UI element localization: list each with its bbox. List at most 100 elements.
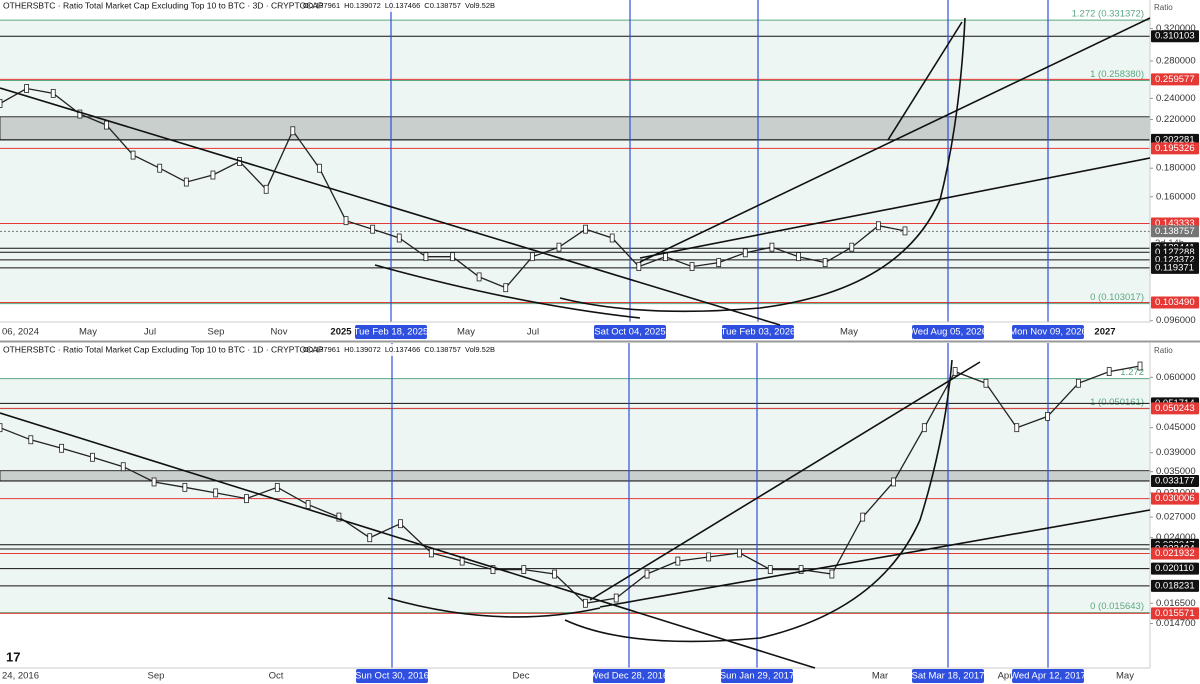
y-tick-label: 0.035000 <box>1156 466 1196 477</box>
candle <box>263 184 269 194</box>
price-tag-label: 0.030006 <box>1155 493 1195 504</box>
candle <box>902 226 908 236</box>
candle <box>798 565 804 575</box>
candle <box>120 462 126 472</box>
candle <box>737 548 742 558</box>
ohlc-value: H0.139072 <box>344 345 381 354</box>
y-tick-label: 0.240000 <box>1156 93 1196 104</box>
date-marker-box <box>594 325 666 339</box>
time-axis <box>0 668 1150 684</box>
candle <box>829 569 835 579</box>
candle <box>636 262 642 271</box>
price-tag-label: 0.020110 <box>1155 563 1194 574</box>
trendline <box>0 87 781 326</box>
date-marker-box <box>355 325 427 339</box>
candle <box>583 598 588 608</box>
candle <box>157 163 163 173</box>
price-tag-label: 0.195326 <box>1155 143 1195 154</box>
price-tag-label: 0.202281 <box>1155 134 1195 145</box>
date-marker-box <box>722 325 794 339</box>
header-bg <box>0 0 520 12</box>
y-tick-label: 0.027000 <box>1156 512 1196 523</box>
price-tag <box>1151 475 1199 488</box>
candle <box>396 233 402 243</box>
arc <box>564 359 953 643</box>
candle <box>90 452 95 462</box>
x-tick-label: 2027 <box>1094 327 1115 338</box>
date-marker-box <box>912 669 984 683</box>
candle <box>644 569 650 579</box>
ohlc-value: L0.137466 <box>385 345 420 354</box>
price-tag <box>1151 562 1199 575</box>
candle <box>1106 367 1112 376</box>
y-tick-label: 0.320000 <box>1156 23 1196 34</box>
candle <box>476 272 482 282</box>
y-tick-label: 0.014700 <box>1156 618 1196 629</box>
candle <box>274 482 280 492</box>
x-tick-label: May <box>840 327 858 338</box>
candle <box>1075 378 1081 388</box>
fib-label: 1 (0.050161) <box>1090 397 1144 408</box>
candle <box>706 552 712 562</box>
candle <box>689 262 695 271</box>
x-tick-label: Nov <box>271 327 288 338</box>
candle <box>0 423 3 433</box>
price-tag <box>1151 547 1199 560</box>
ohlc-value: L0.137466 <box>385 1 420 10</box>
candle <box>367 533 373 543</box>
price-tag-label: 0.050243 <box>1155 403 1195 414</box>
candle <box>450 252 455 262</box>
trendline <box>639 157 1151 259</box>
candle <box>716 258 722 267</box>
candle <box>552 569 557 579</box>
candle <box>210 170 216 180</box>
candle <box>317 163 322 173</box>
price-tag-label: 0.259577 <box>1155 74 1195 85</box>
candle <box>609 233 615 243</box>
date-marker-label: Sun Oct 30, 2016 <box>355 671 429 682</box>
ohlc-value: H0.139072 <box>344 1 381 10</box>
date-marker-box <box>721 669 793 683</box>
candle <box>613 593 619 603</box>
price-tag <box>1151 579 1199 592</box>
range-band <box>0 116 1151 141</box>
trendline <box>387 597 601 618</box>
date-marker-label: Sat Mar 18, 2017 <box>912 671 985 682</box>
x-tick-label: Apr <box>998 671 1013 682</box>
candle <box>767 565 773 575</box>
candle <box>24 84 30 93</box>
candle <box>305 500 311 509</box>
candle <box>1137 361 1143 371</box>
trendline <box>639 17 1151 263</box>
price-tag <box>1151 261 1199 274</box>
y-tick-label: 0.045000 <box>1156 422 1196 433</box>
candle <box>921 423 927 433</box>
x-tick-label: May <box>79 327 97 338</box>
x-tick-label: May <box>457 327 475 338</box>
trendline <box>374 264 641 319</box>
candle <box>0 99 3 108</box>
header-bg <box>0 344 520 356</box>
date-marker-box <box>912 325 984 339</box>
range-band <box>0 470 1151 482</box>
trendline <box>599 509 1151 608</box>
candle <box>875 221 881 231</box>
candle <box>742 248 748 258</box>
candle <box>104 120 109 130</box>
candle <box>983 378 989 388</box>
y-tick-label: 0.039000 <box>1156 447 1196 458</box>
x-tick-label: Jul <box>527 327 539 338</box>
price-tag <box>1151 225 1199 238</box>
price-tag-label: 0.138757 <box>1155 226 1195 237</box>
price-tag-label: 0.018231 <box>1155 580 1195 591</box>
candle <box>529 252 535 262</box>
chart-title: OTHERSBTC · Ratio Total Market Cap Exclu… <box>3 0 324 10</box>
date-marker-box <box>593 669 665 683</box>
candle <box>521 565 527 575</box>
candle <box>1014 423 1020 433</box>
candle <box>503 283 509 293</box>
x-tick-label: Dec <box>513 671 530 682</box>
price-tag-label: 0.310103 <box>1155 31 1195 42</box>
